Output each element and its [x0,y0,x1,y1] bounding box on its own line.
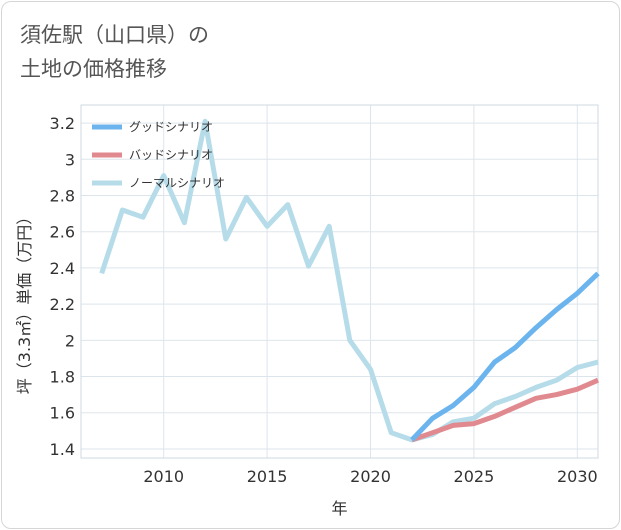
y-tick-label: 3 [65,150,75,169]
series-lines [99,118,600,443]
y-tick-label: 2.2 [50,295,75,314]
legend-label: バッドシナリオ [129,148,213,162]
chart-title-line-2: 土地の価格推移 [20,57,167,81]
y-tick-label: 1.4 [50,440,75,459]
x-tick-label: 2025 [454,467,495,486]
chart-title: 須佐駅（山口県）の 土地の価格推移 [20,18,209,86]
y-tick-label: 3.2 [50,114,75,133]
x-tick-label: 2020 [350,467,391,486]
grid-lines [81,105,598,458]
plot-area [80,104,599,459]
x-tick-label: 2010 [143,467,184,486]
x-axis-label: 年 [331,499,347,518]
legend-label: ノーマルシナリオ [129,176,225,190]
y-tick-label: 2.4 [50,259,75,278]
y-tick-label: 1.6 [50,404,75,423]
x-tick-label: 2015 [247,467,288,486]
y-tick-label: 2.8 [50,187,75,206]
chart-title-line-1: 須佐駅（山口県）の [20,23,209,47]
y-axis-label: 坪（3.3㎡）単価（万円） [15,209,34,394]
series-line-normal [99,118,599,443]
x-tick-label: 2030 [557,467,598,486]
y-tick-label: 1.8 [50,368,75,387]
y-axis-ticks: 1.4 1.6 1.8 2 2.2 2.4 2.6 2.8 3 3.2 [50,114,75,459]
y-tick-label: 2.6 [50,223,75,242]
legend-label: グッドシナリオ [129,120,213,134]
series-line-bad [411,377,599,443]
series-line-good [410,271,600,442]
y-tick-label: 2 [65,331,75,350]
x-axis-ticks: 2010 2015 2020 2025 2030 [143,467,597,486]
